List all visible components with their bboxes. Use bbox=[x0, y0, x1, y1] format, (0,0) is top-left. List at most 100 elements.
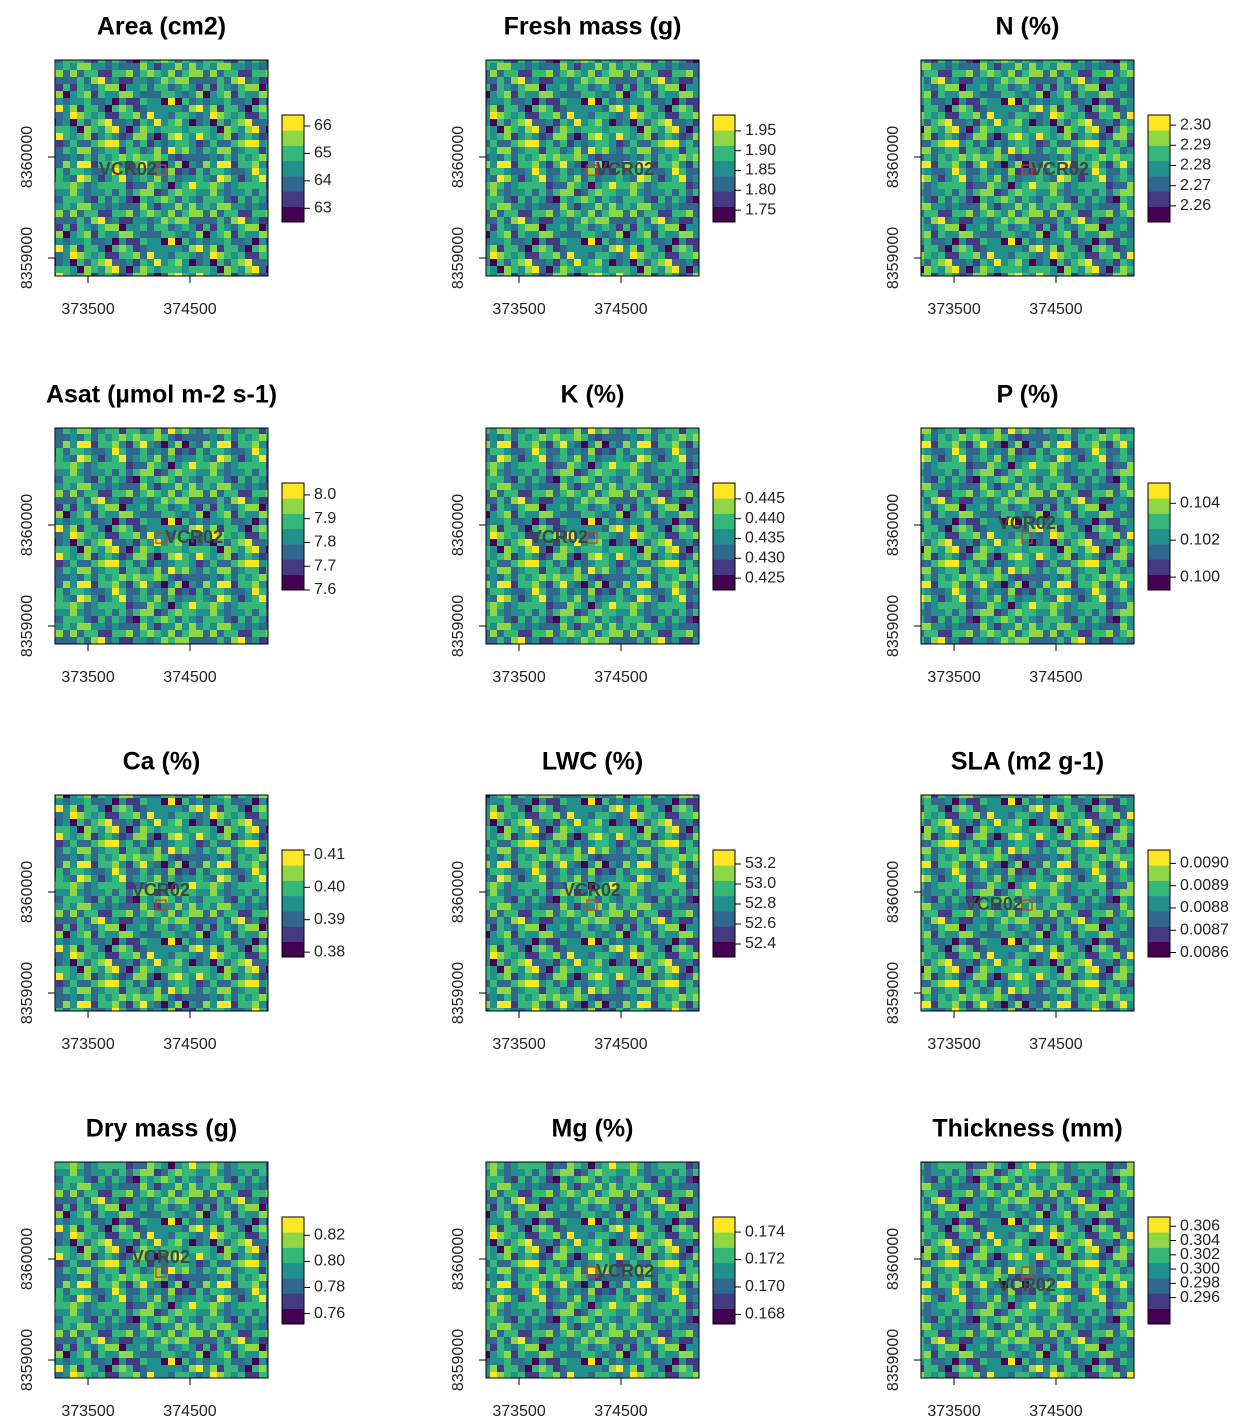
x-tick-label: 373500 bbox=[492, 1403, 545, 1420]
colorbar-label: 2.30 bbox=[1180, 116, 1211, 133]
y-tick-label: 8360000 bbox=[885, 1228, 902, 1290]
colorbar-label: 52.4 bbox=[745, 935, 776, 952]
colorbar-band bbox=[282, 850, 304, 866]
colorbar-band bbox=[282, 498, 304, 514]
colorbar-label: 0.0090 bbox=[1180, 855, 1229, 872]
colorbar-label: 65 bbox=[314, 145, 332, 162]
x-tick-label: 373500 bbox=[492, 301, 545, 318]
colorbar-band bbox=[1148, 1262, 1170, 1279]
colorbar-band bbox=[713, 880, 735, 897]
colorbar-label: 0.435 bbox=[745, 530, 785, 547]
colorbar-label: 0.39 bbox=[314, 911, 345, 928]
colorbar-frame bbox=[1147, 482, 1171, 591]
colorbar-label: 1.95 bbox=[745, 122, 776, 139]
colorbar-band bbox=[713, 850, 735, 866]
colorbar-label: 0.430 bbox=[745, 550, 785, 567]
x-tick-label: 374500 bbox=[594, 1403, 647, 1420]
colorbar-band bbox=[1148, 559, 1170, 576]
colorbar-label: 64 bbox=[314, 172, 332, 189]
colorbar-band bbox=[713, 206, 735, 223]
colorbar-band bbox=[282, 1232, 304, 1248]
colorbar-label: 63 bbox=[314, 200, 332, 217]
colorbar-label: 0.172 bbox=[745, 1251, 785, 1268]
colorbar-label: 7.8 bbox=[314, 534, 336, 551]
colorbar-label: 0.298 bbox=[1180, 1275, 1220, 1292]
y-tick-label: 8360000 bbox=[885, 126, 902, 188]
colorbar-band bbox=[713, 1247, 735, 1264]
colorbar-label: 0.80 bbox=[314, 1253, 345, 1270]
colorbar-band bbox=[713, 895, 735, 912]
site-label: VCR02 bbox=[530, 527, 588, 547]
panel-title: K (%) bbox=[561, 381, 625, 409]
y-tick-label: 8359000 bbox=[885, 1329, 902, 1391]
colorbar-band bbox=[1148, 130, 1170, 146]
colorbar-band bbox=[713, 145, 735, 162]
colorbar-label: 0.78 bbox=[314, 1279, 345, 1296]
colorbar-band bbox=[713, 1217, 735, 1233]
x-tick-label: 374500 bbox=[163, 1403, 216, 1420]
raster-map bbox=[920, 427, 1135, 645]
y-tick-label: 8360000 bbox=[19, 1228, 36, 1290]
colorbar-band bbox=[1148, 941, 1170, 958]
panel-title: Dry mass (g) bbox=[86, 1115, 237, 1143]
panel-title: Thickness (mm) bbox=[932, 1115, 1122, 1143]
colorbar-label: 0.0086 bbox=[1180, 944, 1229, 961]
colorbar-label: 0.302 bbox=[1180, 1246, 1220, 1263]
colorbar-band bbox=[282, 191, 304, 208]
raster-map bbox=[54, 59, 269, 277]
panel-title: Fresh mass (g) bbox=[504, 13, 682, 41]
colorbar-band bbox=[282, 513, 304, 530]
colorbar-label: 0.306 bbox=[1180, 1217, 1220, 1234]
colorbar-label: 8.0 bbox=[314, 486, 336, 503]
x-tick-label: 374500 bbox=[594, 669, 647, 686]
x-tick-label: 373500 bbox=[927, 301, 980, 318]
colorbar-band bbox=[713, 865, 735, 881]
panel-title: Mg (%) bbox=[552, 1115, 634, 1143]
raster-map bbox=[485, 59, 700, 277]
colorbar-band bbox=[1148, 574, 1170, 591]
colorbar-band bbox=[1148, 1232, 1170, 1248]
x-tick-label: 374500 bbox=[594, 301, 647, 318]
colorbar-label: 0.425 bbox=[745, 569, 785, 586]
colorbar-band bbox=[282, 1262, 304, 1279]
panel-title: Asat (µmol m-2 s-1) bbox=[46, 381, 277, 409]
site-marker bbox=[155, 899, 167, 911]
colorbar-band bbox=[713, 191, 735, 208]
site-label: VCR02 bbox=[99, 159, 157, 179]
panel-title: LWC (%) bbox=[542, 748, 643, 776]
colorbar-frame bbox=[281, 482, 305, 591]
colorbar-label: 1.90 bbox=[745, 142, 776, 159]
colorbar-band bbox=[282, 880, 304, 897]
colorbar-band bbox=[1148, 895, 1170, 912]
colorbar-band bbox=[282, 1308, 304, 1325]
panel-title: Area (cm2) bbox=[97, 13, 226, 41]
site-marker bbox=[586, 1266, 598, 1278]
y-tick-label: 8360000 bbox=[450, 126, 467, 188]
raster-map bbox=[54, 1161, 269, 1379]
x-tick-label: 373500 bbox=[61, 1403, 114, 1420]
y-tick-label: 8359000 bbox=[885, 962, 902, 1024]
y-tick-label: 8359000 bbox=[450, 595, 467, 657]
colorbar-band bbox=[282, 528, 304, 545]
colorbar-label: 52.8 bbox=[745, 895, 776, 912]
panel-title: P (%) bbox=[996, 381, 1058, 409]
colorbar-band bbox=[282, 1293, 304, 1310]
colorbar-label: 2.28 bbox=[1180, 157, 1211, 174]
colorbar-label: 0.174 bbox=[745, 1223, 785, 1240]
x-tick-label: 373500 bbox=[927, 1403, 980, 1420]
colorbar-label: 52.6 bbox=[745, 915, 776, 932]
colorbar-band bbox=[282, 926, 304, 943]
colorbar-label: 0.0087 bbox=[1180, 921, 1229, 938]
colorbar-band bbox=[1148, 1308, 1170, 1325]
colorbar-band bbox=[282, 115, 304, 131]
colorbar-band bbox=[1148, 880, 1170, 897]
x-tick-label: 373500 bbox=[61, 669, 114, 686]
colorbar-label: 53.0 bbox=[745, 875, 776, 892]
colorbar-band bbox=[713, 574, 735, 591]
panel-title: N (%) bbox=[996, 13, 1060, 41]
colorbar-band bbox=[713, 559, 735, 576]
colorbar-label: 7.6 bbox=[314, 581, 336, 598]
colorbar-band bbox=[713, 160, 735, 177]
colorbar-label: 0.300 bbox=[1180, 1260, 1220, 1277]
